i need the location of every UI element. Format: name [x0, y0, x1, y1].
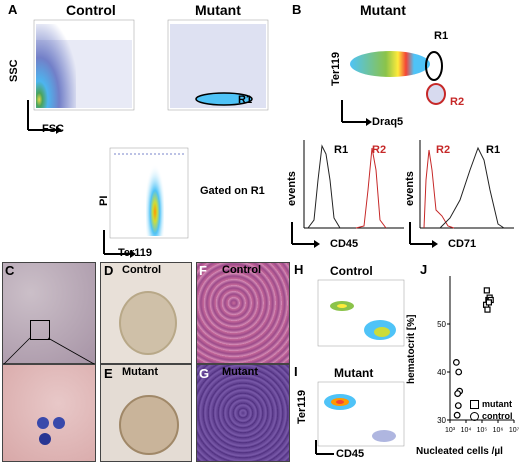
panel-b-r2-gate	[426, 83, 446, 105]
panel-b-hist2-y-axis: events	[404, 171, 416, 206]
panel-e-micrograph	[100, 364, 192, 462]
panel-c-letter: C	[5, 263, 15, 278]
panel-j-ytick-label: 50	[437, 320, 446, 329]
panel-b-hist2-r1: R1	[486, 144, 501, 156]
panel-i-letter: I	[294, 364, 298, 379]
panel-h-letter: H	[294, 262, 304, 277]
panel-j-x-axis: Nucleated cells /µl	[416, 446, 503, 457]
panel-j-point-mutant	[484, 306, 491, 313]
panel-j-legend-control-marker	[470, 412, 479, 421]
panel-j-point-control	[454, 402, 462, 410]
panel-j-ytick-label: 30	[437, 416, 446, 425]
panel-j-xtick-label: 10⁷	[509, 427, 520, 434]
panel-f-title: Control	[222, 264, 262, 276]
panel-j-point-control	[454, 390, 462, 397]
panel-b-r1-gate	[425, 51, 443, 81]
panel-b-axes-arrows	[341, 100, 372, 126]
panel-j-chart: 30 40 50 10³ 10⁴ 10⁵ 10⁶ 10⁷	[437, 276, 520, 434]
panel-j-xtick-label: 10⁶	[493, 427, 504, 434]
panel-j-point-control	[452, 358, 460, 366]
panel-b-r1-label: R1	[434, 30, 449, 42]
panel-a-r1-gate	[195, 92, 253, 106]
panel-b-hist1-x-axis: CD45	[330, 238, 359, 250]
panel-i-title: Mutant	[334, 366, 374, 380]
panel-j-point-control	[453, 411, 461, 419]
panel-c-zoom-box	[30, 320, 50, 340]
panel-c-micrograph	[2, 262, 96, 364]
panel-j-letter: J	[420, 262, 428, 277]
panel-a-mutant-title: Mutant	[195, 2, 241, 18]
panel-b-hist1-arrows	[291, 222, 320, 248]
panel-a2-gated-note: Gated on R1	[200, 185, 265, 197]
panel-b-y-axis: Ter119	[330, 51, 342, 86]
panel-f-letter: F	[199, 263, 207, 278]
panel-a-letter: A	[8, 2, 18, 17]
panel-j-legend-mutant: mutant	[482, 399, 512, 409]
panel-j-legend-control: control	[482, 411, 513, 421]
panel-b-letter: B	[292, 2, 302, 17]
panel-i-x-axis: CD45	[336, 448, 365, 460]
panel-j-legend-mutant-marker	[470, 400, 479, 409]
panel-i-y-axis: Ter119	[296, 389, 308, 424]
panel-b-title: Mutant	[360, 2, 406, 18]
panel-i-scatter	[317, 381, 405, 447]
panel-j-xtick-label: 10⁴	[461, 427, 472, 434]
panel-a2-axes-arrows	[103, 230, 136, 258]
panel-a2-y-axis: PI	[98, 195, 110, 206]
panel-d-micrograph	[100, 262, 192, 364]
panel-g-title: Mutant	[222, 366, 259, 378]
panel-i-axes-arrows	[315, 440, 334, 455]
panel-a-x-axis: FSC	[42, 123, 64, 135]
panel-b-r2-label: R2	[450, 96, 465, 108]
panel-f-micrograph	[196, 262, 290, 364]
panel-a-control-scatter	[33, 19, 135, 111]
panel-b-hist2-arrows	[409, 222, 438, 248]
panel-e-title: Mutant	[122, 366, 159, 378]
panel-j-xtick-label: 10³	[445, 427, 456, 434]
panel-a2-scatter	[109, 147, 189, 239]
panel-g-micrograph	[196, 364, 290, 462]
panel-b-hist2-r2: R2	[436, 144, 451, 156]
panel-a-mutant-scatter	[167, 19, 269, 111]
panel-c-zoom-inset	[2, 364, 96, 462]
panel-b-x-axis: Draq5	[372, 116, 404, 128]
panel-j-point-control	[455, 368, 463, 376]
panel-a-r1-label: R1	[238, 94, 253, 106]
panel-b-hist2-x-axis: CD71	[448, 238, 477, 250]
panel-j-xtick-label: 10⁵	[477, 427, 488, 434]
panel-b-hist1-r1: R1	[334, 144, 349, 156]
panel-g-letter: G	[199, 366, 210, 381]
panel-j-ytick-label: 40	[437, 368, 446, 377]
panel-a-axes-arrows	[27, 100, 62, 134]
panel-a-y-axis: SSC	[8, 59, 20, 82]
panel-d-letter: D	[104, 263, 114, 278]
panel-b-hist1-r2: R2	[372, 144, 387, 156]
panel-j-point-mutant	[485, 299, 493, 306]
panel-d-title: Control	[122, 264, 162, 276]
panel-a2-x-axis: Ter119	[118, 247, 153, 259]
panel-b-hist2	[419, 140, 514, 229]
panel-h-title: Control	[330, 264, 373, 278]
panel-h-scatter	[317, 279, 405, 347]
panel-b-scatter	[344, 22, 446, 110]
panel-b-hist1-y-axis: events	[286, 171, 298, 206]
panel-c-zoom-lines	[3, 337, 95, 365]
panel-e-letter: E	[104, 366, 113, 381]
panel-j-y-axis: hematocrit [%]	[406, 314, 417, 384]
panel-j-point-mutant	[483, 287, 490, 294]
panel-a-control-title: Control	[66, 2, 116, 18]
panel-b-hist1	[303, 140, 404, 229]
